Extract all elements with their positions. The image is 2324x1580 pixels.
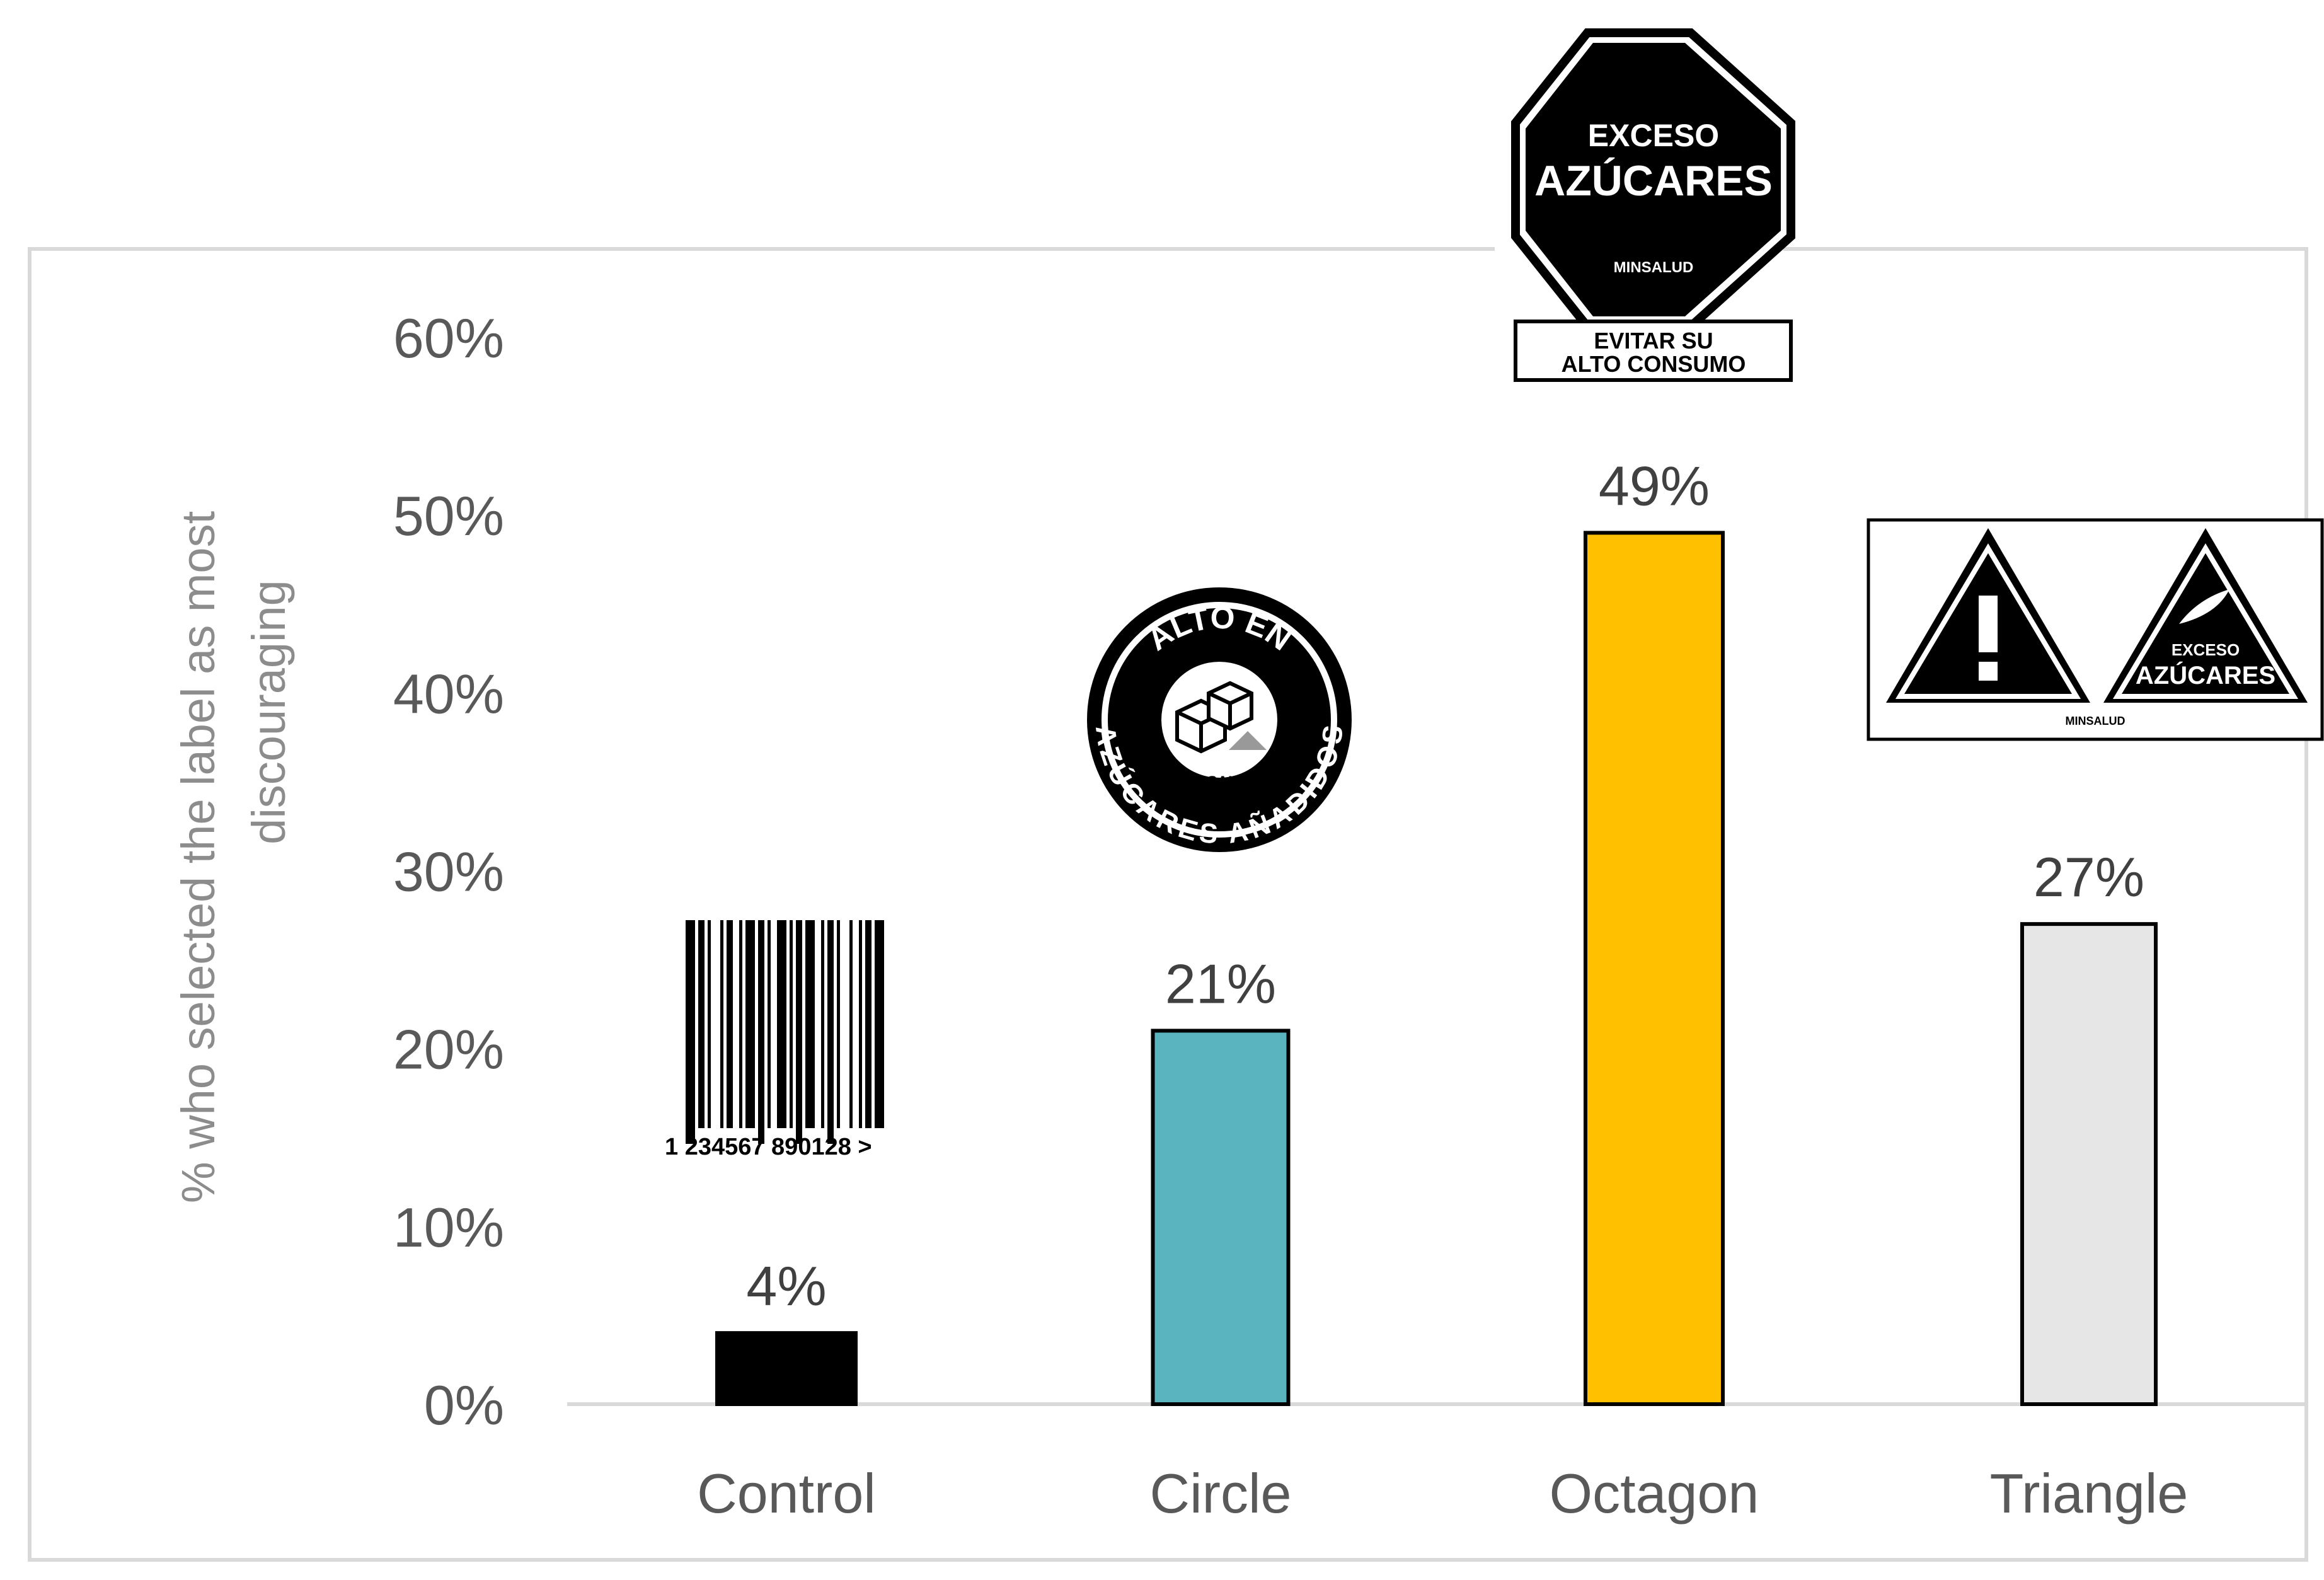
barcode-stripe: [837, 920, 840, 1128]
bar-octagon: [1584, 531, 1725, 1407]
barcode-stripe: [745, 920, 755, 1128]
barcode-stripe: [777, 920, 786, 1128]
circle-seal-brand: MINSALUD: [1180, 773, 1260, 790]
y-tick-label: 50%: [393, 485, 504, 547]
octagon-seal-brand: MINSALUD: [1614, 259, 1694, 276]
barcode-stripe: [768, 920, 771, 1128]
bar-control: [715, 1331, 858, 1406]
octagon-seal-line1: EXCESO: [1588, 118, 1719, 153]
barcode-stripe: [821, 920, 824, 1128]
category-label-triangle: Triangle: [1990, 1462, 2189, 1525]
y-axis-label-line2: discouraging: [243, 580, 295, 845]
circle-warning-seal-icon: ALTO EN AZÚCARES AÑADIDOS MINSALUD: [1087, 587, 1352, 852]
triangle-seal-line2: AZÚCARES: [2136, 660, 2275, 689]
data-label-control: 4%: [746, 1255, 826, 1317]
octagon-seal-line2: AZÚCARES: [1534, 157, 1773, 205]
chart-frame: [28, 247, 2308, 1562]
category-labels: Control Circle Octagon Triangle: [697, 1462, 2188, 1525]
triangle-seal-line1: EXCESO: [2172, 640, 2240, 659]
barcode-stripe: [758, 920, 764, 1144]
category-label-circle: Circle: [1150, 1462, 1292, 1525]
barcode-stripe: [686, 920, 695, 1144]
y-axis-label: % who selected the label as most discour…: [172, 510, 295, 1203]
data-label-octagon: 49%: [1599, 454, 1710, 517]
category-label-control: Control: [697, 1462, 876, 1525]
barcode-stripe: [805, 920, 815, 1128]
y-tick-label: 30%: [393, 841, 504, 903]
triangle-warning-seal-icon: EXCESO AZÚCARES MINSALUD: [1867, 518, 2324, 741]
y-tick-label: 0%: [424, 1374, 504, 1436]
barcode-stripe: [790, 920, 793, 1128]
y-axis-label-line1: % who selected the label as most: [172, 510, 224, 1203]
y-axis-ticks: 0% 10% 20% 30% 40% 50% 60%: [393, 307, 504, 1436]
barcode-stripe: [698, 920, 705, 1128]
barcode-stripe: [875, 920, 884, 1128]
barcode-stripe: [727, 920, 733, 1128]
barcode-stripe: [796, 920, 802, 1144]
octagon-seal-box-line2: ALTO CONSUMO: [1562, 351, 1746, 377]
y-tick-label: 10%: [393, 1196, 504, 1259]
barcode-stripe: [865, 920, 872, 1128]
category-label-octagon: Octagon: [1550, 1462, 1759, 1525]
data-label-triangle: 27%: [2034, 846, 2144, 908]
data-label-circle: 21%: [1165, 952, 1276, 1015]
bar-circle: [1151, 1029, 1291, 1406]
triangle-seal-brand: MINSALUD: [2066, 715, 2126, 727]
barcode-stripe: [739, 920, 742, 1128]
octagon-seal-box-line1: EVITAR SU: [1594, 328, 1713, 354]
data-labels: 4% 21% 49% 27%: [746, 454, 2144, 1317]
octagon-warning-seal-icon: EXCESO AZÚCARES MINSALUD EVITAR SU ALTO …: [1495, 18, 1795, 382]
barcode-stripe: [859, 920, 862, 1128]
y-tick-label: 20%: [393, 1018, 504, 1081]
barcode-digits: 1 234567 890128 >: [665, 1134, 872, 1160]
bar-triangle: [2020, 922, 2158, 1406]
y-tick-label: 60%: [393, 307, 504, 369]
y-tick-label: 40%: [393, 662, 504, 725]
barcode-icon: [686, 920, 884, 1144]
barcode-stripe: [708, 920, 711, 1128]
barcode-stripe: [849, 920, 853, 1128]
bars-group: [715, 531, 2158, 1407]
barcode-stripe: [720, 920, 723, 1128]
barcode-stripe: [827, 920, 834, 1144]
